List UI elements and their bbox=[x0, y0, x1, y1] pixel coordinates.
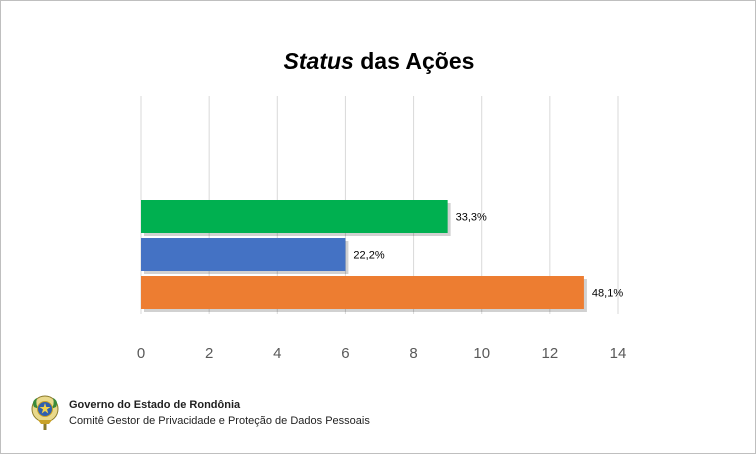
x-tick-label: 8 bbox=[409, 345, 417, 362]
bar bbox=[141, 276, 584, 309]
bar bbox=[141, 238, 346, 271]
x-tick-label: 12 bbox=[542, 345, 559, 362]
bar-data-label: 33,3% bbox=[456, 212, 487, 224]
bar bbox=[141, 200, 448, 233]
org-subtitle: Comitê Gestor de Privacidade e Proteção … bbox=[69, 415, 370, 427]
state-coat-of-arms-icon bbox=[31, 395, 59, 430]
x-tick-label: 10 bbox=[473, 345, 490, 362]
bars bbox=[141, 200, 587, 312]
bar-data-label: 48,1% bbox=[592, 288, 623, 300]
x-tick-label: 4 bbox=[273, 345, 281, 362]
chart-title-italic: Status bbox=[283, 48, 354, 74]
bar-labels: 33,3% 22,2% 48,1% bbox=[353, 212, 623, 300]
chart-title-rest: das Ações bbox=[353, 48, 475, 74]
x-tick-label: 14 bbox=[610, 345, 627, 362]
bar-data-label: 22,2% bbox=[353, 250, 384, 262]
org-name: Governo do Estado de Rondônia bbox=[69, 399, 241, 411]
x-tick-label: 0 bbox=[137, 345, 145, 362]
x-tick-label: 6 bbox=[341, 345, 349, 362]
x-tick-label: 2 bbox=[205, 345, 213, 362]
x-axis-ticks: 0 2 4 6 8 10 12 14 bbox=[137, 345, 627, 362]
chart-title: Status das Ações bbox=[1, 48, 756, 75]
